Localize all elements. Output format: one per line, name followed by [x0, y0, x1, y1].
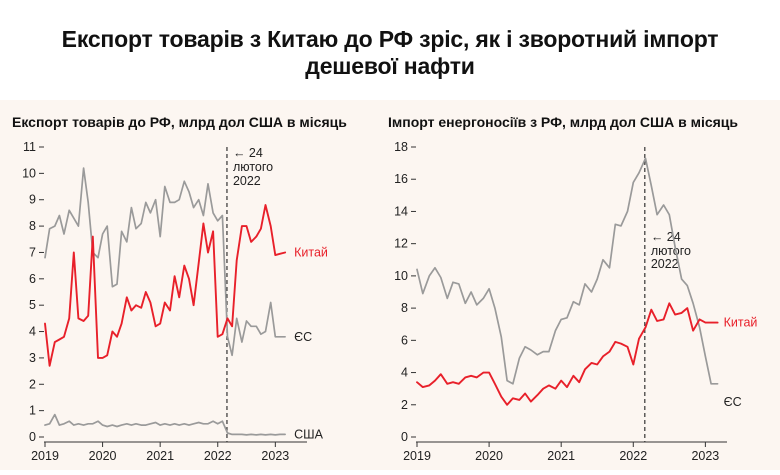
- chart2-y-tick-label: 8: [401, 301, 408, 315]
- chart1-series-china-label: Китай: [294, 245, 328, 259]
- chart2-series-china-label: Китай: [724, 316, 758, 330]
- chart1-y-tick-label: 11: [23, 140, 36, 154]
- chart2-annotation-line: лютого: [651, 244, 691, 258]
- chart1-series-usa-line: [44, 413, 286, 436]
- chart1-series-usa-label: США: [294, 427, 323, 441]
- chart1-y-tick-label: 6: [29, 272, 36, 286]
- chart1-title: Експорт товарів до РФ, млрд дол США в мі…: [12, 114, 347, 130]
- chart2-x-tick-label: 2019: [403, 449, 431, 463]
- chart2-y-tick-label: 4: [401, 366, 408, 380]
- chart1-y-tick-label: 1: [29, 404, 36, 418]
- chart2-x-tick-label: 2023: [691, 449, 719, 463]
- headline-line-2: дешевої нафти: [305, 53, 475, 79]
- chart1-series-eu-label: ЄС: [294, 330, 312, 344]
- chart1-y-tick-label: 7: [29, 245, 36, 259]
- chart1-x-tick-label: 2020: [89, 449, 117, 463]
- chart1-x-tick-label: 2022: [204, 449, 232, 463]
- chart2-y-tick-label: 10: [394, 269, 408, 283]
- chart2-y-tick-label: 18: [394, 140, 408, 154]
- chart1-x-tick-label: 2019: [31, 449, 59, 463]
- chart2-title: Імпорт енергоносіїв з РФ, млрд дол США в…: [388, 114, 738, 130]
- chart1-y-tick-label: 5: [29, 298, 36, 312]
- headline-line-1: Експорт товарів з Китаю до РФ зріс, як і…: [61, 26, 719, 52]
- chart2-y-tick-label: 6: [401, 333, 408, 347]
- chart1-y-tick-label: 2: [29, 377, 36, 391]
- headline: Експорт товарів з Китаю до РФ зріс, як і…: [0, 0, 780, 100]
- chart1-y-tick-label: 8: [29, 219, 36, 233]
- chart1-annotation-line: 2022: [233, 174, 261, 188]
- chart2-y-tick-label: 0: [401, 430, 408, 444]
- chart1-y-tick-label: 10: [22, 166, 36, 180]
- chart2-x-tick-label: 2021: [547, 449, 575, 463]
- chart2-y-tick-label: 2: [401, 398, 408, 412]
- chart1-series-eu-line: [44, 167, 286, 357]
- chart2-series-eu-label: ЄС: [724, 395, 742, 409]
- chart2-x-tick-label: 2020: [475, 449, 503, 463]
- chart2-y-tick-label: 14: [394, 204, 408, 218]
- chart2-annotation-line: ← 24: [651, 230, 681, 244]
- chart1-annotation-line: лютого: [233, 160, 273, 174]
- charts-svg: Експорт товарів до РФ, млрд дол США в мі…: [12, 114, 758, 463]
- chart1-y-tick-label: 0: [29, 430, 36, 444]
- chart2-x-tick-label: 2022: [619, 449, 647, 463]
- chart2-series-eu-line: [416, 157, 719, 385]
- chart1-y-tick-label: 4: [29, 325, 36, 339]
- chart1-y-tick-label: 3: [29, 351, 36, 365]
- chart2-series-china-line: [416, 302, 719, 406]
- chart2-y-tick-label: 16: [394, 172, 408, 186]
- chart-panel: Експорт товарів до РФ, млрд дол США в мі…: [0, 100, 780, 470]
- chart1-annotation-line: ← 24: [233, 146, 263, 160]
- chart1-x-tick-label: 2023: [261, 449, 289, 463]
- chart1-series-china-line: [44, 204, 287, 367]
- chart2-y-tick-label: 12: [394, 237, 408, 251]
- chart1-y-tick-label: 9: [29, 193, 36, 207]
- chart1-x-tick-label: 2021: [146, 449, 174, 463]
- chart2-annotation-line: 2022: [651, 257, 679, 271]
